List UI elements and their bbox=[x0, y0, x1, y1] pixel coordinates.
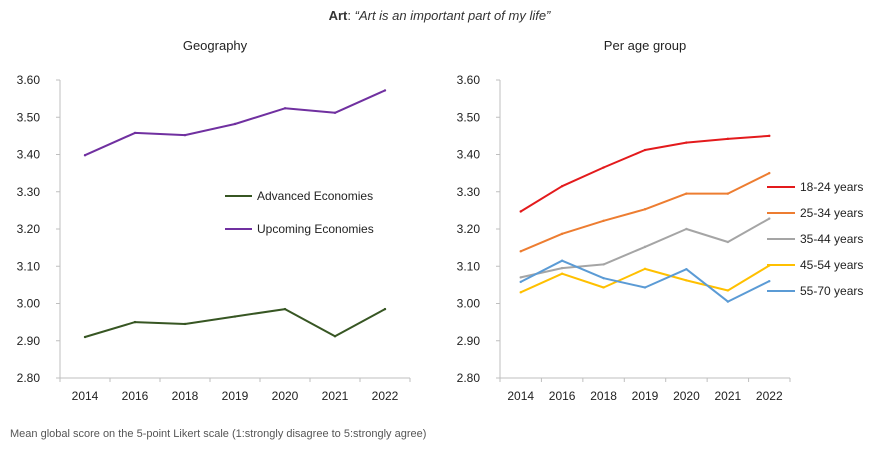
data-point bbox=[519, 280, 522, 284]
data-point bbox=[602, 286, 605, 289]
x-tick-label: 2022 bbox=[372, 389, 399, 403]
data-point bbox=[233, 315, 237, 318]
x-tick-label: 2020 bbox=[272, 389, 299, 403]
data-point bbox=[602, 219, 605, 223]
data-point bbox=[560, 184, 564, 188]
legend-label: Advanced Economies bbox=[257, 189, 373, 203]
x-tick-label: 2019 bbox=[222, 389, 249, 403]
data-point bbox=[83, 154, 87, 157]
data-point bbox=[519, 291, 522, 294]
y-tick-label: 3.00 bbox=[457, 297, 481, 311]
series-line-55-70-years bbox=[520, 259, 770, 303]
data-point bbox=[768, 171, 771, 175]
footnote: Mean global score on the 5-point Likert … bbox=[10, 428, 427, 440]
data-point bbox=[602, 166, 605, 169]
x-tick-label: 2021 bbox=[715, 389, 742, 403]
data-point bbox=[383, 307, 387, 311]
data-point bbox=[560, 266, 564, 270]
x-tick-label: 2016 bbox=[549, 389, 576, 403]
title-bold: Art bbox=[328, 8, 348, 23]
series-line-18-24-years bbox=[520, 134, 770, 213]
y-tick-label: 2.80 bbox=[17, 371, 41, 385]
x-tick-label: 2014 bbox=[507, 389, 534, 403]
data-point bbox=[560, 232, 564, 236]
data-point bbox=[643, 245, 647, 249]
data-point bbox=[685, 141, 688, 144]
title-separator: : bbox=[347, 8, 355, 23]
y-tick-label: 2.90 bbox=[457, 334, 481, 348]
x-tick-label: 2018 bbox=[172, 389, 199, 403]
data-point bbox=[560, 259, 564, 262]
data-point bbox=[333, 335, 337, 338]
y-tick-label: 3.10 bbox=[17, 259, 41, 273]
data-point bbox=[602, 263, 605, 266]
data-point bbox=[133, 131, 137, 135]
data-point bbox=[602, 276, 605, 280]
x-tick-label: 2018 bbox=[590, 389, 617, 403]
data-point bbox=[685, 227, 688, 231]
data-point bbox=[383, 89, 387, 92]
data-point bbox=[643, 148, 647, 152]
data-point bbox=[519, 250, 522, 253]
x-tick-label: 2019 bbox=[632, 389, 659, 403]
data-point bbox=[685, 268, 688, 271]
data-point bbox=[283, 307, 287, 311]
data-point bbox=[283, 107, 287, 110]
data-point bbox=[726, 240, 730, 244]
y-tick-label: 3.50 bbox=[17, 110, 41, 124]
y-tick-label: 3.60 bbox=[17, 73, 41, 87]
legend-label: 35-44 years bbox=[800, 232, 863, 246]
data-point bbox=[183, 133, 187, 137]
x-tick-label: 2021 bbox=[322, 389, 349, 403]
data-point bbox=[183, 322, 187, 326]
data-point bbox=[726, 289, 730, 292]
x-tick-label: 2016 bbox=[122, 389, 149, 403]
y-tick-label: 3.40 bbox=[457, 148, 481, 162]
x-tick-label: 2014 bbox=[72, 389, 99, 403]
data-point bbox=[333, 111, 337, 114]
data-point bbox=[768, 217, 771, 220]
y-tick-label: 3.50 bbox=[457, 110, 481, 124]
legend-label: 25-34 years bbox=[800, 206, 863, 220]
data-point bbox=[643, 208, 647, 211]
y-tick-label: 3.00 bbox=[17, 297, 41, 311]
y-tick-label: 2.90 bbox=[17, 334, 41, 348]
data-point bbox=[726, 192, 730, 195]
legend-label: 45-54 years bbox=[800, 258, 863, 272]
data-point bbox=[685, 192, 688, 195]
data-point bbox=[726, 300, 730, 303]
x-tick-label: 2020 bbox=[673, 389, 700, 403]
data-point bbox=[768, 134, 771, 138]
data-point bbox=[768, 279, 771, 283]
series-line-advanced-economies bbox=[84, 308, 386, 338]
age-group-chart-title: Per age group bbox=[603, 38, 687, 53]
y-tick-label: 3.10 bbox=[457, 259, 481, 273]
legend-label: 18-24 years bbox=[800, 180, 863, 194]
data-point bbox=[685, 279, 688, 282]
data-point bbox=[133, 320, 137, 324]
data-point bbox=[560, 272, 564, 275]
data-point bbox=[643, 267, 647, 271]
data-point bbox=[233, 122, 237, 126]
data-point bbox=[726, 137, 730, 141]
y-tick-label: 3.20 bbox=[17, 222, 41, 236]
legend-label: Upcoming Economies bbox=[257, 222, 374, 236]
data-point bbox=[519, 276, 522, 279]
title-quote: “Art is an important part of my life” bbox=[354, 8, 551, 23]
y-tick-label: 3.60 bbox=[457, 73, 481, 87]
y-tick-label: 3.30 bbox=[17, 185, 41, 199]
data-point bbox=[519, 210, 522, 213]
x-tick-label: 2022 bbox=[756, 389, 783, 403]
y-tick-label: 2.80 bbox=[457, 371, 481, 385]
legend-label: 55-70 years bbox=[800, 284, 863, 298]
y-tick-label: 3.20 bbox=[457, 222, 481, 236]
chart-main-title: Art: “Art is an important part of my lif… bbox=[0, 8, 879, 23]
data-point bbox=[83, 335, 87, 339]
data-point bbox=[643, 286, 647, 289]
y-tick-label: 3.30 bbox=[457, 185, 481, 199]
geography-chart-title: Geography bbox=[182, 38, 248, 53]
y-tick-label: 3.40 bbox=[17, 148, 41, 162]
